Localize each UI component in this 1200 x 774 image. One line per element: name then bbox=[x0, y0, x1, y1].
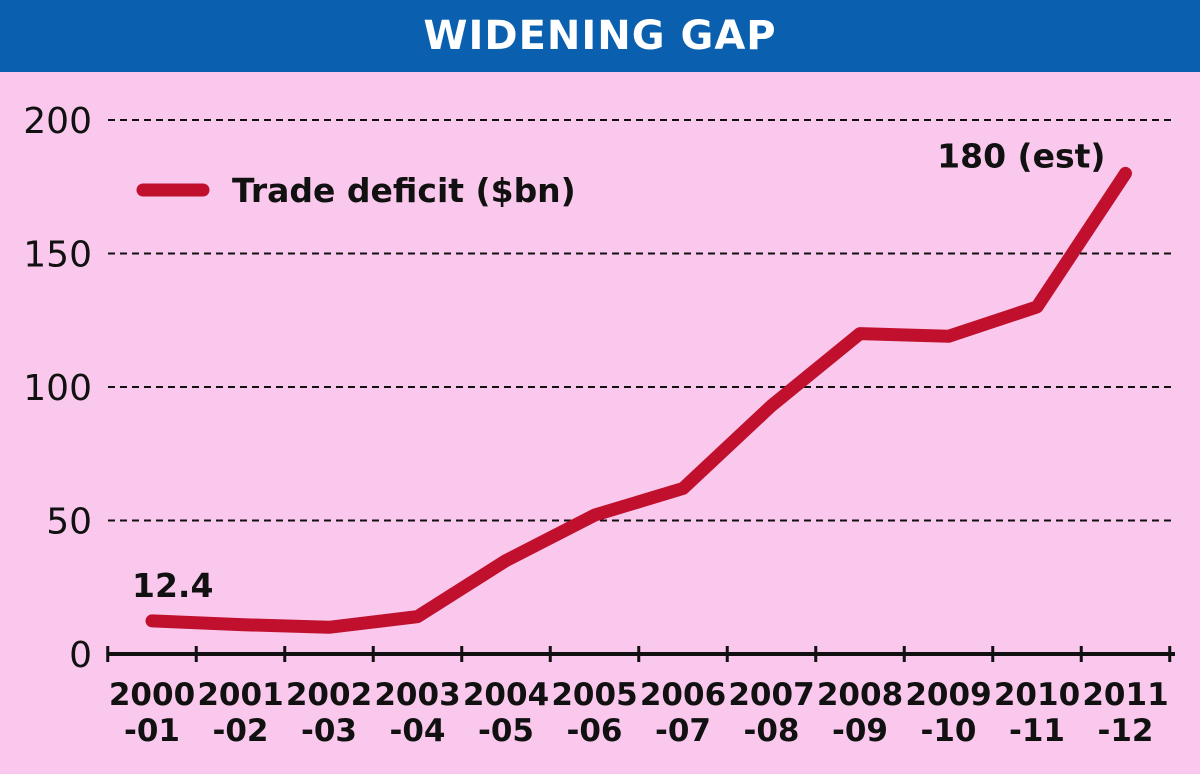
y-axis-ticks: 0 50 100 150 200 bbox=[23, 101, 92, 676]
y-tick-label: 50 bbox=[46, 502, 92, 543]
x-tick-label: 2004 -05 bbox=[463, 677, 549, 749]
x-axis bbox=[106, 646, 1175, 662]
x-tick-label: 2001 -02 bbox=[197, 677, 283, 749]
x-tick-label: 2002 -03 bbox=[286, 677, 372, 749]
annotation-start: 12.4 bbox=[132, 566, 213, 605]
annotations: 12.4 180 (est) bbox=[132, 136, 1106, 604]
x-tick-label: 2011 -12 bbox=[1082, 677, 1168, 749]
x-tick-label: 2007 -08 bbox=[728, 677, 814, 749]
x-tick-label: 2003 -04 bbox=[374, 677, 460, 749]
x-tick-label: 2010 -11 bbox=[994, 677, 1080, 749]
legend: Trade deficit ($bn) bbox=[136, 171, 576, 210]
y-tick-label: 150 bbox=[23, 235, 92, 276]
title-bar: WIDENING GAP bbox=[0, 0, 1200, 72]
legend-label: Trade deficit ($bn) bbox=[232, 171, 576, 210]
gridlines bbox=[108, 119, 1175, 522]
y-tick-label: 100 bbox=[23, 368, 92, 409]
x-tick-label: 2008 -09 bbox=[817, 677, 903, 749]
series-line bbox=[145, 166, 1132, 634]
x-tick-label: 2009 -10 bbox=[905, 677, 991, 749]
chart-title: WIDENING GAP bbox=[423, 13, 777, 59]
y-tick-label: 200 bbox=[23, 101, 92, 142]
x-tick-label: 2006 -07 bbox=[640, 677, 726, 749]
series-trade-deficit bbox=[145, 166, 1132, 634]
x-tick-label: 2000 -01 bbox=[109, 677, 195, 749]
x-tick-label: 2005 -06 bbox=[551, 677, 637, 749]
annotation-end: 180 (est) bbox=[937, 136, 1105, 175]
y-tick-label: 0 bbox=[69, 635, 92, 676]
